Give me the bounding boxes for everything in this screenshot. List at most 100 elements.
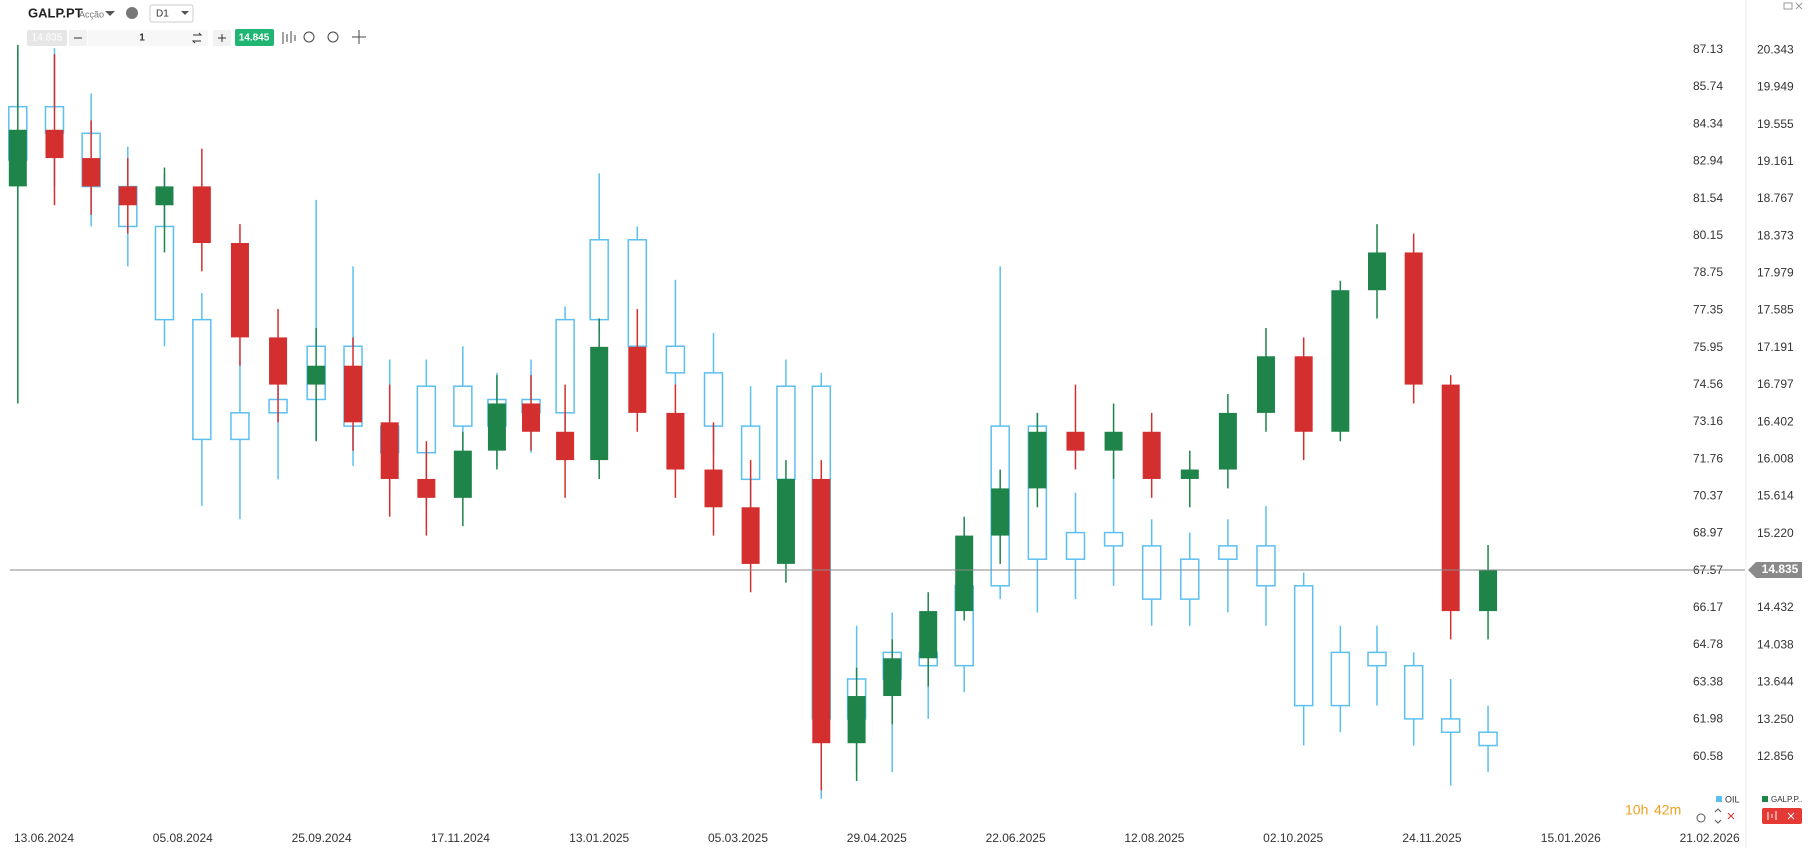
bid-box[interactable] <box>27 30 67 46</box>
candle-body <box>487 403 506 451</box>
x-tick-label: 25.09.2024 <box>292 831 352 845</box>
window-icon[interactable] <box>1783 2 1793 10</box>
y-tick-label: 61.98 <box>1693 712 1723 726</box>
y2-tick-label: 17.191 <box>1757 340 1794 354</box>
candle-body <box>665 345 686 374</box>
info-icon[interactable] <box>126 7 138 19</box>
candle-body <box>703 372 724 427</box>
y-tick-label: 73.16 <box>1693 414 1723 428</box>
x-tick-label: 15.01.2026 <box>1541 831 1601 845</box>
candle-body <box>1256 356 1275 413</box>
eye-icon[interactable] <box>1696 813 1706 823</box>
x-tick-label: 17.11.2024 <box>431 831 490 845</box>
y-tick-label: 70.37 <box>1693 488 1723 502</box>
remove-icon[interactable] <box>1727 812 1735 820</box>
candle-body <box>307 365 326 385</box>
candle-body <box>590 346 609 461</box>
candle-body <box>704 469 723 508</box>
countdown-minutes: 42m <box>1654 802 1681 818</box>
crosshair-icon[interactable] <box>352 30 366 44</box>
candle-body <box>1440 718 1461 733</box>
y2-tick-label: 16.008 <box>1757 452 1794 466</box>
candle-body <box>344 365 363 423</box>
x-tick-label: 29.04.2025 <box>847 831 907 845</box>
candle-body <box>192 318 212 441</box>
order-icon[interactable] <box>1714 808 1722 824</box>
y2-tick-label: 17.979 <box>1757 265 1794 279</box>
legend-swatch <box>1762 796 1768 802</box>
candle-body <box>1180 558 1200 600</box>
candle-body <box>45 129 64 159</box>
candle-body <box>417 478 436 498</box>
y-tick-label: 77.35 <box>1693 302 1723 316</box>
x-tick-label: 05.08.2024 <box>153 831 213 845</box>
candle-body <box>666 412 685 470</box>
legend-label: GALP.P.. <box>1771 795 1802 804</box>
plus-icon <box>218 34 226 42</box>
x-tick-label: 05.03.2025 <box>708 831 768 845</box>
timeframe-select[interactable] <box>149 4 194 23</box>
candle-body <box>1368 252 1387 291</box>
price-label: 14.835 <box>1762 562 1799 576</box>
symbol: GALP.PT <box>28 5 83 20</box>
legend-label: OIL <box>1725 794 1740 804</box>
y-tick-label: 80.15 <box>1693 228 1723 242</box>
zoom-in-icon[interactable] <box>327 31 339 43</box>
chart-type-icon[interactable] <box>282 31 296 44</box>
candle-body <box>628 346 647 413</box>
y2-tick-label: 14.432 <box>1757 600 1794 614</box>
candle-body <box>1103 531 1124 547</box>
y-tick-label: 87.13 <box>1693 42 1723 56</box>
candle-body <box>1256 545 1276 587</box>
y-tick-label: 75.95 <box>1693 340 1723 354</box>
candle-body <box>1293 585 1314 707</box>
y2-tick-label: 15.614 <box>1757 489 1794 503</box>
y2-tick-label: 12.856 <box>1757 749 1794 763</box>
ask: 14.845 <box>239 33 270 44</box>
candle-body <box>991 488 1010 536</box>
y2-tick-label: 16.402 <box>1757 414 1794 428</box>
candle-body <box>1104 431 1123 451</box>
candle-body <box>883 658 902 697</box>
candle-body <box>1294 356 1313 432</box>
ask-box[interactable] <box>235 29 274 46</box>
timeframe-arrow <box>181 11 189 15</box>
y-tick-label: 82.94 <box>1693 154 1723 168</box>
candle-body <box>380 422 399 479</box>
y-tick-label: 64.78 <box>1693 637 1723 651</box>
y2-tick-label: 13.250 <box>1757 712 1794 726</box>
y2-tick-label: 20.343 <box>1757 42 1794 56</box>
candle-body <box>230 412 250 441</box>
y2-tick-label: 13.644 <box>1757 675 1794 689</box>
candle-body <box>919 611 938 659</box>
candle-body <box>1141 545 1162 600</box>
candle-body <box>1478 731 1498 747</box>
candle-body <box>155 186 174 206</box>
y2-tick-label: 14.038 <box>1757 637 1794 651</box>
x-tick-label: 13.01.2025 <box>569 831 629 845</box>
toolbar: GALP.PT Acção D1 14.835 1 14.845 <box>27 4 366 46</box>
y-tick-label: 81.54 <box>1693 191 1723 205</box>
candle-body <box>1028 431 1047 489</box>
x-tick-label: 12.08.2025 <box>1124 831 1184 845</box>
price-label-box <box>1748 562 1802 579</box>
quantity-field[interactable] <box>88 30 208 46</box>
y-tick-label: 78.75 <box>1693 265 1723 279</box>
zoom-out-icon[interactable] <box>303 31 315 43</box>
close-series-button[interactable] <box>1762 808 1802 824</box>
x-tick-label: 21.02.2026 <box>1680 831 1740 845</box>
candle-body <box>192 186 211 244</box>
symbol-dropdown[interactable] <box>105 11 115 16</box>
candle-body <box>269 337 288 385</box>
candle-body <box>1331 290 1350 432</box>
candle-body <box>1479 570 1498 612</box>
y2-tick-label: 19.161 <box>1757 154 1794 168</box>
candle-body <box>1404 252 1423 385</box>
timeframe: D1 <box>156 9 169 20</box>
y-tick-label: 71.76 <box>1693 451 1723 465</box>
close-window-icon[interactable] <box>1795 2 1803 10</box>
candle-body <box>1066 431 1085 451</box>
y-tick-label: 74.56 <box>1693 377 1723 391</box>
swap-icon[interactable] <box>191 32 203 44</box>
x-tick-label: 13.06.2024 <box>14 831 74 845</box>
